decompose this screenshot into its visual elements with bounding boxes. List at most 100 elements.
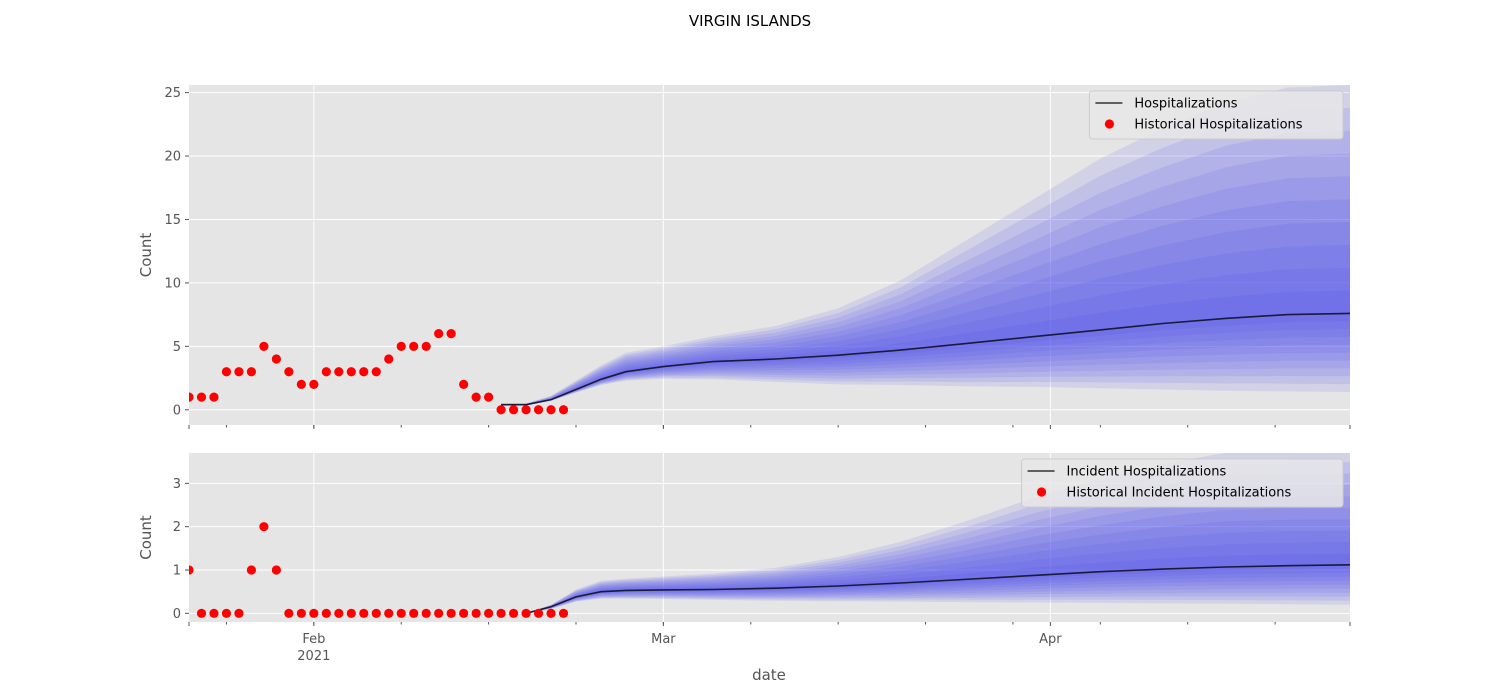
forecast-band [501, 107, 1350, 406]
historical-point [533, 608, 544, 618]
y-tick-label: 25 [164, 86, 181, 101]
historical-point [246, 565, 257, 575]
historical-point [484, 608, 494, 618]
y-tick-label: 2 [173, 520, 181, 535]
historical-point [371, 367, 381, 377]
x-axis-label: date [752, 666, 786, 684]
historical-point [196, 392, 207, 402]
y-tick-label: 5 [173, 340, 181, 355]
y-tick-label: 0 [173, 607, 181, 622]
incident-hospitalizations-panel: 0 1 2 3 Count Incident Hospitalizations Histor… [137, 453, 1351, 626]
figure-title: VIRGIN ISLANDS [689, 12, 811, 30]
historical-point [309, 608, 319, 618]
y-tick-label: 20 [164, 150, 181, 165]
historical-point [421, 608, 431, 618]
plot-area [189, 85, 1350, 415]
forecast-band [526, 542, 1350, 614]
historical-point [421, 341, 431, 351]
legend-label: Historical Incident Hospitalizations [1067, 486, 1292, 501]
historical-point [409, 608, 419, 618]
forecast-band [526, 485, 1350, 614]
forecast-median-line [525, 564, 1350, 615]
historical-point [496, 608, 506, 618]
historical-point [296, 379, 306, 390]
forecast-band [501, 244, 1350, 405]
historical-point [284, 367, 294, 377]
historical-point [371, 608, 381, 618]
historical-point [508, 608, 519, 618]
historical-point [446, 329, 456, 339]
historical-point [209, 392, 219, 402]
forecast-band [501, 153, 1350, 406]
forecast-band [526, 553, 1350, 614]
y-axis-label: Count [137, 515, 155, 560]
historical-point [259, 341, 269, 351]
historical-point [484, 392, 494, 402]
historical-point [246, 367, 257, 377]
historical-point [234, 608, 244, 618]
forecast-band [501, 267, 1350, 405]
x-tick-label: Mar [651, 632, 676, 647]
x-tick-label: 2021 [297, 649, 330, 664]
legend: Incident Hospitalizations Historical Inci… [1021, 458, 1344, 508]
hospitalizations-panel: 0 5 10 15 20 25 Count Hospitalizations Historica… [137, 85, 1351, 429]
x-tick-label: Apr [1039, 632, 1062, 647]
historical-point [346, 608, 356, 618]
historical-point [471, 392, 481, 402]
historical-point [296, 608, 306, 618]
forecast-band [501, 85, 1350, 406]
forecast-band [501, 199, 1350, 405]
historical-point [521, 405, 531, 415]
legend-label: Historical Hospitalizations [1134, 118, 1302, 133]
legend-label: Incident Hospitalizations [1067, 465, 1227, 480]
historical-point [321, 367, 331, 377]
historical-point [546, 405, 556, 415]
historical-point [533, 405, 544, 415]
historical-point [284, 608, 294, 618]
historical-point [396, 341, 406, 351]
historical-point [234, 367, 244, 377]
historical-point [271, 565, 281, 575]
y-tick-label: 0 [173, 403, 181, 418]
y-tick-label: 15 [164, 213, 181, 228]
historical-point [396, 608, 406, 618]
historical-point [259, 522, 269, 532]
legend-marker-swatch [1104, 119, 1115, 129]
historical-point [558, 405, 569, 415]
y-tick-label: 1 [173, 564, 181, 579]
forecast-band [526, 496, 1350, 614]
legend-box [1088, 90, 1344, 140]
historical-point [359, 608, 369, 618]
historical-point [209, 608, 219, 618]
forecast-band [526, 473, 1350, 614]
forecast-band [501, 222, 1350, 405]
x-tick-labels: Feb 2021 Mar Apr [297, 632, 1062, 664]
historical-point [384, 354, 394, 364]
historical-point [459, 608, 469, 618]
forecast-band [501, 130, 1350, 406]
forecast-band [501, 176, 1350, 406]
historical-point [309, 379, 319, 390]
plot-background [189, 85, 1350, 425]
historical-point [409, 341, 419, 351]
legend-label: Hospitalizations [1134, 97, 1237, 112]
y-axis-label: Count [137, 233, 155, 278]
historical-point [196, 608, 207, 618]
legend-box [1021, 458, 1344, 508]
historical-point [271, 354, 281, 364]
historical-point [521, 608, 531, 618]
historical-point [321, 608, 331, 618]
historical-point [359, 367, 369, 377]
historical-point [508, 405, 519, 415]
historical-point [546, 608, 556, 618]
historical-point [221, 367, 232, 377]
historical-point [334, 608, 344, 618]
historical-point [189, 565, 194, 575]
forecast-band [526, 507, 1350, 614]
legend: Hospitalizations Historical Hospitalizati… [1088, 90, 1344, 140]
x-tick-label: Feb [302, 632, 325, 647]
legend-marker-swatch [1036, 487, 1047, 497]
historical-point [434, 329, 444, 339]
historical-point [346, 367, 356, 377]
historical-point [434, 608, 444, 618]
